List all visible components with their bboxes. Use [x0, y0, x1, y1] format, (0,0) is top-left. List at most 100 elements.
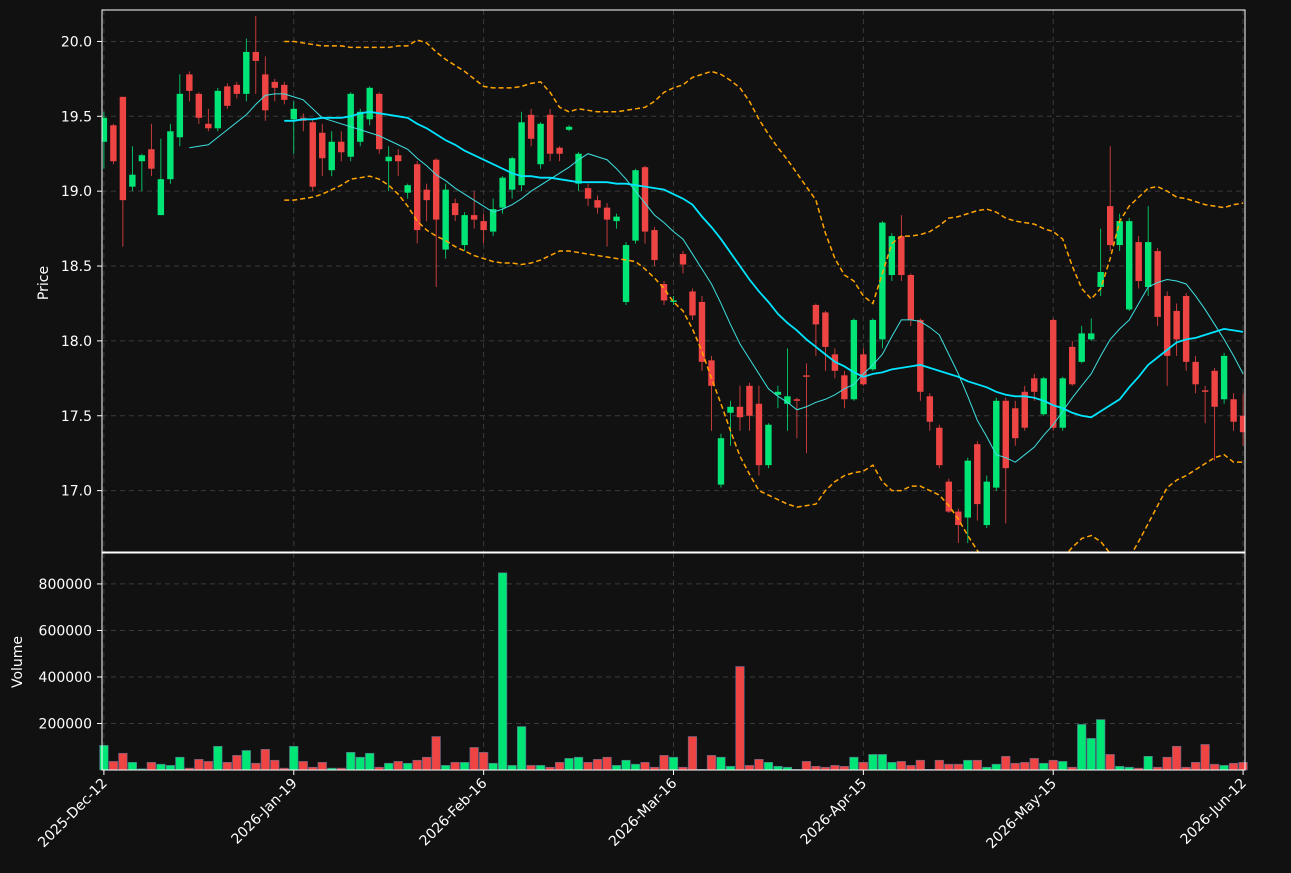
volume-bar: [868, 754, 878, 771]
y-tick-label: 600000: [39, 623, 92, 639]
volume-bar: [535, 765, 546, 771]
candle-body: [888, 236, 896, 276]
y-tick-label: 19.5: [61, 109, 92, 125]
candle-body: [328, 141, 335, 171]
candle-body: [1135, 242, 1142, 281]
volume-bar: [896, 761, 906, 771]
candle-body: [186, 74, 193, 91]
candle-body: [1201, 390, 1209, 392]
candle-body: [110, 125, 117, 162]
volume-bar: [763, 762, 774, 771]
volume-bar: [127, 762, 137, 771]
candle-body: [907, 275, 915, 320]
candle-body: [1088, 333, 1095, 340]
candle-body: [974, 444, 981, 505]
volume-bar: [687, 736, 698, 771]
candle-body: [1230, 399, 1237, 422]
candle-body: [565, 126, 573, 130]
candle-body: [1211, 370, 1218, 407]
volume-bar: [526, 765, 536, 771]
candle-body: [195, 93, 203, 118]
x-tick-label: 2026-Jun-12: [1178, 776, 1250, 848]
volume-bar: [146, 762, 156, 771]
volume-bar: [507, 765, 517, 771]
candle-body: [470, 215, 478, 220]
candle-body: [1097, 272, 1104, 287]
candle-body: [1012, 408, 1019, 439]
indicator-line: [284, 175, 1244, 552]
candle-body: [1031, 378, 1038, 392]
volume-bar: [1096, 719, 1106, 771]
candle-body: [964, 460, 971, 518]
volume-bar: [972, 759, 982, 771]
volume-bar: [165, 765, 175, 771]
candle-body: [1078, 333, 1085, 362]
volume-bar: [1219, 765, 1229, 771]
x-tick-label: 2026-May-15: [984, 776, 1061, 853]
volume-bar: [298, 761, 308, 771]
volume-bar: [906, 765, 916, 771]
y-tick-label: 18.0: [61, 334, 92, 350]
candle-body: [262, 74, 269, 111]
candle-body: [1144, 242, 1152, 287]
candle-body: [1040, 378, 1047, 415]
volume-bar: [1172, 745, 1182, 771]
volume-bar: [365, 752, 375, 771]
candle-body: [651, 230, 658, 261]
volume-bar: [630, 763, 641, 771]
volume-bar: [355, 756, 365, 771]
volume-bar: [887, 762, 897, 771]
volume-bar: [441, 765, 451, 771]
candle-body: [461, 215, 468, 246]
volume-bar: [849, 756, 859, 771]
volume-bar: [118, 752, 128, 771]
volume-bar: [469, 747, 479, 771]
volume-bar: [1143, 755, 1153, 771]
volume-bar: [317, 762, 327, 771]
volume-bar: [194, 759, 204, 771]
candle-body: [879, 222, 886, 340]
candle-body: [233, 84, 241, 94]
candle-body: [679, 254, 687, 265]
volume-bar: [801, 761, 812, 771]
volume-bar: [488, 762, 498, 771]
volume-bar: [232, 755, 242, 771]
volume-bar: [270, 759, 280, 771]
candle-body: [404, 185, 411, 193]
x-tick-label: 2026-Jan-19: [229, 776, 301, 848]
candle-body: [1002, 400, 1009, 469]
candle-body: [746, 385, 753, 416]
candle-body: [917, 319, 924, 392]
candle-body: [993, 400, 1000, 488]
volume-bar: [915, 759, 925, 771]
volume-bar: [1001, 755, 1011, 771]
candle-body: [1163, 295, 1171, 356]
volume-bar: [602, 756, 612, 771]
volume-bar: [1020, 762, 1030, 771]
volume-bar: [858, 762, 868, 771]
volume-bar: [1048, 759, 1058, 771]
candle-body: [432, 159, 440, 220]
volume-bar: [108, 761, 118, 771]
volume-bar: [1210, 763, 1220, 771]
candle-body: [860, 354, 867, 385]
y-tick-label: 17.0: [61, 484, 92, 500]
y-tick-label: 18.5: [61, 259, 92, 275]
candle-body: [698, 301, 706, 362]
candle-body: [765, 424, 772, 466]
volume-bar: [573, 756, 584, 771]
candle-body: [319, 132, 326, 159]
candle-body: [708, 360, 715, 386]
candle-body: [755, 403, 763, 466]
volume-bar: [706, 755, 717, 771]
y-tick-label: 800000: [39, 577, 92, 593]
volume-bar: [877, 754, 887, 771]
candle-body: [603, 207, 611, 220]
volume-bar: [431, 736, 441, 771]
candle-body: [1116, 221, 1123, 246]
volume-bar: [384, 762, 394, 771]
candle-body: [1192, 361, 1199, 385]
x-tick-label: 2026-Mar-16: [606, 775, 680, 849]
candle-body: [537, 123, 544, 165]
plot-frame: [101, 9, 1246, 553]
